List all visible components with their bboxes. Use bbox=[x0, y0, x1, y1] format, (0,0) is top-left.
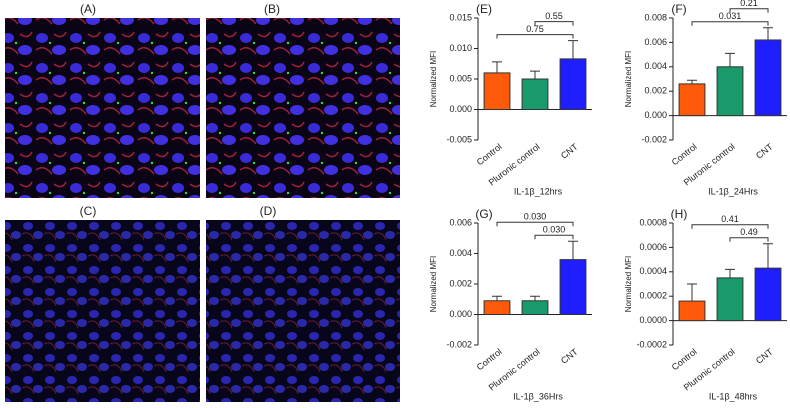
y-tick-label: 0.000 bbox=[449, 309, 472, 319]
x-tick-label: Control bbox=[475, 347, 504, 373]
panel-label: (F) bbox=[671, 2, 686, 16]
p-value: 0.55 bbox=[545, 11, 563, 21]
y-tick-label: 0.006 bbox=[449, 217, 472, 227]
y-tick-label: 0.0002 bbox=[639, 291, 667, 301]
error-bar bbox=[725, 268, 735, 278]
error-bar bbox=[763, 243, 773, 269]
bar bbox=[521, 78, 549, 110]
y-axis-label: Normalized MFI bbox=[429, 256, 438, 312]
x-axis-label: IL-1β_24Hrs bbox=[708, 186, 758, 196]
x-tick-label: CNT bbox=[559, 346, 580, 366]
p-value: 0.030 bbox=[524, 212, 547, 222]
comparison-bracket bbox=[691, 224, 769, 229]
x-tick-label: CNT bbox=[754, 346, 775, 366]
x-axis-label: IL-1β_36Hrs bbox=[513, 391, 563, 401]
error-bar bbox=[492, 61, 502, 73]
error-bar bbox=[687, 79, 697, 84]
p-value: 0.030 bbox=[543, 225, 566, 235]
y-tick-label: 0.008 bbox=[644, 12, 667, 22]
x-tick-label: CNT bbox=[559, 141, 580, 161]
y-tick-label: 0.0006 bbox=[639, 242, 667, 252]
comparison-bracket bbox=[534, 234, 574, 240]
comparison-bracket bbox=[534, 21, 574, 26]
y-tick-label: 0.015 bbox=[449, 12, 472, 22]
panel-label: (A) bbox=[80, 2, 96, 16]
y-tick-label: -0.0002 bbox=[636, 339, 667, 349]
comparison-bracket bbox=[729, 237, 769, 242]
y-tick-label: 0.010 bbox=[449, 43, 472, 53]
error-bar bbox=[492, 295, 502, 301]
bar bbox=[716, 277, 744, 322]
y-tick-label: 0.0008 bbox=[639, 217, 667, 227]
bar bbox=[559, 58, 587, 110]
y-tick-label: 0.000 bbox=[449, 104, 472, 114]
error-bar bbox=[568, 240, 578, 260]
x-axis-label: IL-1β_12hrs bbox=[514, 186, 563, 196]
comparison-bracket bbox=[496, 34, 574, 39]
y-tick-label: -0.005 bbox=[446, 134, 472, 144]
bar bbox=[716, 66, 744, 117]
y-tick-label: 0.0004 bbox=[639, 266, 667, 276]
panel-label: (C) bbox=[80, 204, 97, 218]
comparison-bracket bbox=[691, 21, 769, 26]
y-tick-label: 0.000 bbox=[644, 110, 667, 120]
y-axis-label: Normalized MFI bbox=[429, 51, 438, 107]
panel-label: (E) bbox=[476, 2, 492, 16]
y-axis-label: Normalized MFI bbox=[624, 51, 633, 107]
error-bar bbox=[763, 27, 773, 40]
bar bbox=[754, 267, 782, 322]
x-tick-label: Control bbox=[670, 142, 699, 168]
y-tick-label: 0.006 bbox=[644, 37, 667, 47]
panel-label: (G) bbox=[475, 207, 492, 221]
error-bar bbox=[568, 40, 578, 59]
bar bbox=[678, 83, 706, 117]
comparison-bracket bbox=[496, 221, 574, 227]
bar bbox=[754, 39, 782, 117]
y-tick-label: 0.002 bbox=[644, 86, 667, 96]
y-tick-label: 0.005 bbox=[449, 73, 472, 83]
panel-label: (H) bbox=[671, 207, 688, 221]
micrograph bbox=[206, 220, 400, 402]
bar bbox=[678, 300, 706, 322]
p-value: 0.21 bbox=[740, 0, 758, 8]
y-tick-label: -0.002 bbox=[641, 134, 667, 144]
error-bar bbox=[725, 52, 735, 67]
micrograph bbox=[5, 18, 200, 198]
x-tick-label: Control bbox=[475, 142, 504, 168]
panel-label: (B) bbox=[264, 2, 280, 16]
bar bbox=[521, 300, 549, 315]
y-axis-label: Normalized MFI bbox=[624, 256, 633, 312]
p-value: 0.49 bbox=[740, 227, 758, 237]
error-bar bbox=[687, 283, 697, 302]
y-tick-label: 0.002 bbox=[449, 278, 472, 288]
x-tick-label: CNT bbox=[754, 141, 775, 161]
micrograph bbox=[206, 18, 400, 198]
y-tick-label: -0.002 bbox=[446, 339, 472, 349]
x-axis-label: IL-1β_48hrs bbox=[709, 391, 758, 401]
bar bbox=[483, 300, 511, 315]
micrograph bbox=[5, 220, 200, 402]
y-tick-label: 0.004 bbox=[449, 248, 472, 258]
error-bar bbox=[530, 70, 540, 79]
x-tick-label: Control bbox=[670, 347, 699, 373]
p-value: 0.41 bbox=[721, 214, 739, 224]
p-value: 0.75 bbox=[526, 24, 544, 34]
y-tick-label: 0.0000 bbox=[639, 315, 667, 325]
error-bar bbox=[530, 295, 540, 301]
comparison-bracket bbox=[729, 8, 769, 13]
panel-label: (D) bbox=[260, 204, 277, 218]
p-value: 0.031 bbox=[719, 11, 742, 21]
bar bbox=[483, 72, 511, 110]
y-tick-label: 0.004 bbox=[644, 61, 667, 71]
bar bbox=[559, 259, 587, 316]
